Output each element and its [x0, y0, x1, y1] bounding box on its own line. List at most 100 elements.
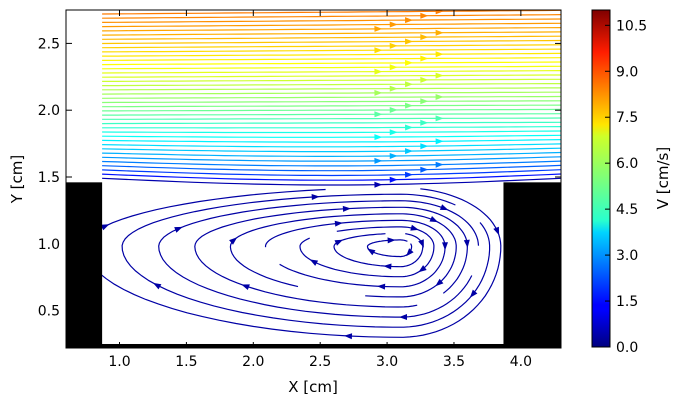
vortex-arrow: [442, 242, 448, 251]
streamline-arrow: [420, 119, 429, 126]
x-tick-label: 1.5: [175, 354, 197, 370]
free-streamline: [102, 169, 561, 177]
obstacle-left-step: [66, 182, 103, 348]
streamline-arrow: [389, 176, 398, 183]
x-tick-label: 4.0: [510, 354, 532, 370]
vortex-arrow: [469, 289, 478, 298]
streamline-arrow: [374, 47, 383, 54]
free-streamline: [102, 91, 561, 95]
free-streamline: [102, 160, 561, 167]
free-streamline: [102, 48, 561, 53]
streamline-arrow: [405, 124, 413, 131]
colorbar-label: V [cm/s]: [654, 147, 672, 209]
streamline-arrow: [405, 17, 413, 24]
free-streamline: [102, 151, 561, 157]
y-tick-label: 2.5: [38, 36, 60, 52]
y-tick-label: 1.5: [38, 170, 60, 186]
colorbar: [591, 9, 611, 348]
colorbar-tick-label: 6.0: [616, 156, 638, 172]
free-streamline: [102, 156, 561, 162]
colorbar-tick-label: 0.0: [616, 340, 638, 356]
vortex-arrow: [406, 248, 414, 257]
free-streamline: [102, 143, 561, 148]
plot-frame: [65, 9, 562, 349]
free-streamline: [102, 10, 561, 15]
streamline-arrow: [420, 166, 429, 173]
streamline-arrow: [389, 42, 398, 49]
vortex-arrow: [377, 283, 386, 290]
streamline-arrow: [435, 72, 444, 79]
streamline-arrow: [435, 115, 444, 122]
free-streamline: [102, 70, 561, 74]
obstacle-right-step: [503, 182, 561, 348]
streamline-arrow: [420, 55, 429, 62]
streamline-arrow: [405, 59, 413, 66]
free-streamline: [102, 87, 561, 91]
streamline-arrow: [389, 129, 398, 136]
free-streamline: [102, 39, 561, 45]
free-streamline: [102, 57, 561, 61]
obstacle-floor: [66, 343, 561, 348]
free-streamline: [102, 134, 561, 138]
x-axis-ticks: 1.0 1.5 2.0 2.5 3.0 3.5 4.0: [108, 10, 532, 370]
vortex-arrow: [429, 216, 438, 223]
streamline-arrow: [420, 76, 429, 83]
free-streamline: [102, 65, 561, 70]
free-streamline: [102, 177, 561, 186]
y-axis-label: Y [cm]: [8, 155, 26, 205]
vortex-arrow: [100, 224, 110, 231]
free-streamline: [102, 35, 561, 40]
free-streamline: [102, 104, 561, 108]
streamline-arrow: [389, 107, 398, 113]
free-streamline: [102, 130, 561, 134]
vortex-arrow: [418, 265, 427, 273]
streamline-arrow: [389, 153, 398, 159]
free-streamline: [102, 147, 561, 153]
vortex-arrow: [344, 333, 353, 340]
free-streamline: [102, 126, 561, 129]
vortex-arrow: [383, 263, 392, 270]
vortex-arrow: [334, 239, 343, 246]
vortex-arrow: [241, 284, 250, 290]
streamline-arrow: [405, 171, 413, 178]
free-streamline: [102, 22, 561, 28]
streamline-arrow: [420, 98, 429, 105]
vortex-arrow: [387, 237, 396, 244]
streamline-arrow: [374, 181, 383, 188]
streamline-arrow: [374, 111, 383, 118]
vortex-arrow: [311, 194, 320, 200]
streamline-arrow: [435, 51, 444, 58]
free-streamline: [102, 31, 561, 36]
y-tick-label: 0.5: [38, 304, 60, 320]
streamline-arrow: [435, 10, 444, 15]
free-streamline: [102, 173, 561, 181]
free-streamline: [102, 61, 561, 66]
free-streamline: [102, 18, 561, 23]
vortex-arrow: [334, 220, 343, 227]
x-tick-label: 1.0: [108, 354, 130, 370]
streamline-arrow: [374, 89, 383, 96]
colorbar-tick-label: 3.0: [616, 248, 638, 264]
vortex-arrow: [463, 239, 470, 248]
x-tick-label: 2.5: [309, 354, 331, 370]
streamline-arrow: [420, 12, 429, 19]
free-streamline: [102, 108, 561, 112]
free-streamline: [102, 164, 561, 172]
free-streamline: [102, 78, 561, 82]
vortex-arrow: [153, 282, 162, 290]
streamline-arrow: [420, 34, 429, 41]
recirculation-vortex-lines: [84, 188, 502, 340]
colorbar-tick-label: 1.5: [616, 294, 638, 310]
streamline-arrow: [435, 161, 444, 168]
streamline-arrow: [374, 134, 383, 141]
streamline-arrow: [389, 85, 398, 92]
free-streamline: [102, 27, 561, 32]
vortex-arrow: [435, 278, 444, 287]
streamline-arrow: [389, 21, 398, 28]
streamline-arrow: [405, 38, 413, 45]
obstacles: [66, 182, 561, 348]
free-streamline: [102, 117, 561, 120]
y-tick-label: 1.0: [38, 237, 60, 253]
colorbar-tick-label: 9.0: [616, 64, 638, 80]
